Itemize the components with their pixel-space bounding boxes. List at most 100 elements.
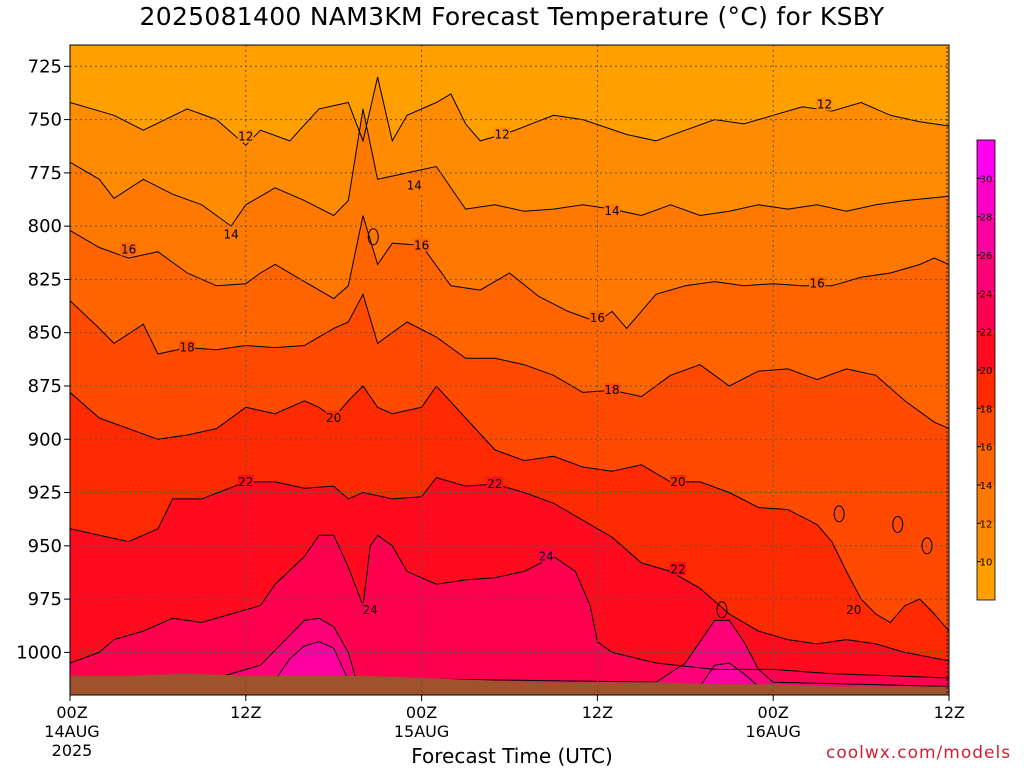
colorbar-label-28: 28: [980, 213, 993, 224]
ground-surface: [70, 673, 949, 695]
colorbar-swatch-5: [977, 370, 995, 409]
contour-label-2: 12: [817, 98, 832, 112]
contour-label-bg-9: [809, 276, 826, 290]
colorbar-swatch-7: [977, 293, 995, 332]
colorbar-label-20: 20: [980, 366, 993, 377]
x-tick-label-36-1: 12Z: [582, 703, 613, 722]
y-tick-label-825: 825: [28, 269, 62, 290]
contour-cell-3: [892, 516, 904, 534]
y-tick-label-900: 900: [28, 429, 62, 450]
y-tick-label-850: 850: [28, 323, 62, 344]
colorbar-label-24: 24: [980, 289, 993, 300]
colorbar-label-12: 12: [980, 519, 993, 530]
contour-label-10: 18: [180, 341, 195, 355]
contour-label-1: 12: [495, 128, 510, 142]
colorbar-label-22: 22: [980, 328, 993, 339]
contour-label-bg-8: [589, 310, 606, 324]
colorbar-label-18: 18: [980, 404, 993, 415]
x-tick-label-60-1: 12Z: [934, 703, 965, 722]
contour-label-17: 22: [670, 562, 685, 576]
y-tick-label-975: 975: [28, 589, 62, 610]
contour-cell-4: [921, 537, 933, 555]
contour-label-bg-1: [494, 127, 511, 141]
plot-frame: [69, 44, 950, 696]
colorbar-swatch-3: [977, 446, 995, 485]
x-axis-label: Forecast Time (UTC): [411, 744, 613, 768]
contour-label-9: 16: [810, 277, 825, 291]
y-tick-label-950: 950: [28, 536, 62, 557]
contour-label-bg-6: [120, 242, 137, 256]
y-tick-label-875: 875: [28, 376, 62, 397]
colorbar-swatch-4: [977, 408, 995, 447]
contour-line-24: [70, 534, 949, 679]
contour-label-bg-15: [237, 474, 254, 488]
credit-text: coolwx.com/models: [826, 743, 1012, 763]
contour-line-22: [70, 477, 949, 662]
x-tick-label-0-1: 00Z: [56, 703, 87, 722]
y-tick-label-1000: 1000: [16, 642, 62, 663]
contour-label-8: 16: [590, 311, 605, 325]
y-tick-label-725: 725: [28, 56, 62, 77]
y-tick-label-775: 775: [28, 163, 62, 184]
colorbar-label-14: 14: [980, 481, 993, 492]
colorbar-label-26: 26: [980, 251, 993, 262]
colorbar-swatch-0: [977, 561, 995, 600]
contour-label-bg-19: [538, 549, 555, 563]
colorbar-swatch-10: [977, 178, 995, 217]
contour-cell-1: [833, 505, 845, 523]
colorbar-swatch-9: [977, 216, 995, 255]
contour-label-bg-11: [604, 383, 621, 397]
contour-label-bg-3: [223, 227, 240, 241]
plot-frame-right-edge: [946, 44, 950, 696]
x-tick-label-12-1: 12Z: [230, 703, 261, 722]
y-tick-label-925: 925: [28, 483, 62, 504]
contour-label-bg-5: [604, 204, 621, 218]
chart-title: 2025081400 NAM3KM Forecast Temperature (…: [139, 2, 885, 31]
contour-line-26: [70, 617, 949, 687]
contour-label-bg-18: [362, 602, 379, 616]
contour-label-bg-10: [179, 340, 196, 354]
contour-label-bg-14: [845, 602, 862, 616]
contour-line-18: [70, 292, 949, 430]
colorbar-swatch-1: [977, 523, 995, 562]
contour-label-bg-16: [486, 477, 503, 491]
contour-label-12: 20: [326, 411, 341, 425]
contour-label-7: 16: [414, 238, 429, 252]
contour-label-bg-7: [413, 238, 430, 252]
contour-label-bg-0: [237, 129, 254, 143]
contour-label-0: 12: [238, 130, 253, 144]
colorbar-swatch-2: [977, 485, 995, 524]
contour-label-16: 22: [487, 477, 502, 491]
colorbar-label-10: 10: [980, 558, 993, 569]
colorbar-swatch-11: [977, 140, 995, 179]
contour-label-bg-12: [325, 410, 342, 424]
colorbar-swatch-6: [977, 331, 995, 370]
contour-label-18: 24: [363, 603, 378, 617]
colorbar-swatch-8: [977, 255, 995, 294]
x-tick-label-48-1: 00Z: [758, 703, 789, 722]
contour-label-bg-4: [406, 178, 423, 192]
contour-label-4: 14: [407, 179, 422, 193]
contour-label-19: 24: [538, 549, 553, 563]
contour-label-bg-17: [669, 562, 686, 576]
contour-label-5: 14: [604, 204, 619, 218]
x-tick-label-0-2: 14AUG: [44, 722, 99, 741]
contour-label-6: 16: [121, 243, 136, 257]
contour-line-20: [70, 385, 949, 632]
x-tick-label-24-1: 00Z: [406, 703, 437, 722]
colorbar-label-30: 30: [980, 174, 993, 185]
contour-label-13: 20: [670, 475, 685, 489]
contour-label-15: 22: [238, 475, 253, 489]
contour-label-11: 18: [604, 383, 619, 397]
x-tick-label-0-3: 2025: [52, 741, 93, 760]
contour-label-bg-2: [816, 97, 833, 111]
x-tick-label-24-2: 15AUG: [394, 722, 449, 741]
contour-label-14: 20: [846, 603, 861, 617]
contour-label-bg-13: [669, 474, 686, 488]
contour-line-14: [70, 108, 949, 227]
x-tick-label-48-2: 16AUG: [745, 722, 800, 741]
contour-cell-2: [716, 601, 728, 619]
contour-line-16: [70, 215, 949, 330]
y-tick-label-800: 800: [28, 216, 62, 237]
